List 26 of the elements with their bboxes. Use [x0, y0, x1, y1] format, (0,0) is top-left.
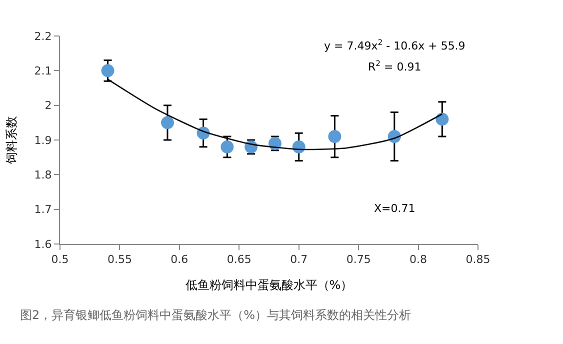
x-tick-label: 0.8 [410, 253, 428, 266]
x-tick-label: 0.55 [107, 253, 132, 266]
x-tick-label: 0.7 [290, 253, 308, 266]
caption: 图2，异育银鲫低鱼粉饲料中蛋氨酸水平（%）与其饲料系数的相关性分析 [20, 308, 412, 322]
point [328, 130, 342, 144]
point [101, 64, 114, 78]
x-tick-label: 0.85 [466, 253, 490, 266]
y-tick-label: 1.8 [34, 168, 52, 182]
x-tick-label: 0.65 [226, 253, 252, 266]
x-tick-label: 0.75 [346, 253, 371, 266]
annotation: R$^{2}$ = 0.91 [368, 59, 422, 74]
y-tick-label: 1.7 [34, 203, 52, 216]
x-tick-label: 0.6 [170, 253, 188, 266]
annotation: X=0.71 [374, 202, 416, 215]
y-tick-label: 1.9 [34, 134, 52, 147]
y-tick-label: 1.6 [34, 238, 52, 251]
y-axis-title: 饲料系数 [4, 116, 19, 165]
point [220, 140, 234, 154]
x-axis-title: 低鱼粉饲料中蛋氨酸水平（%） [185, 278, 353, 292]
y-tick-label: 2 [44, 99, 52, 112]
point [160, 116, 174, 130]
y-tick-label: 2.2 [34, 30, 52, 43]
annotation: y = 7.49x$^{2}$ - 10.6x + 55.9 [324, 38, 466, 53]
x-tick-label: 0.5 [51, 253, 69, 266]
y-tick-label: 2.1 [34, 64, 52, 78]
point [436, 112, 449, 126]
